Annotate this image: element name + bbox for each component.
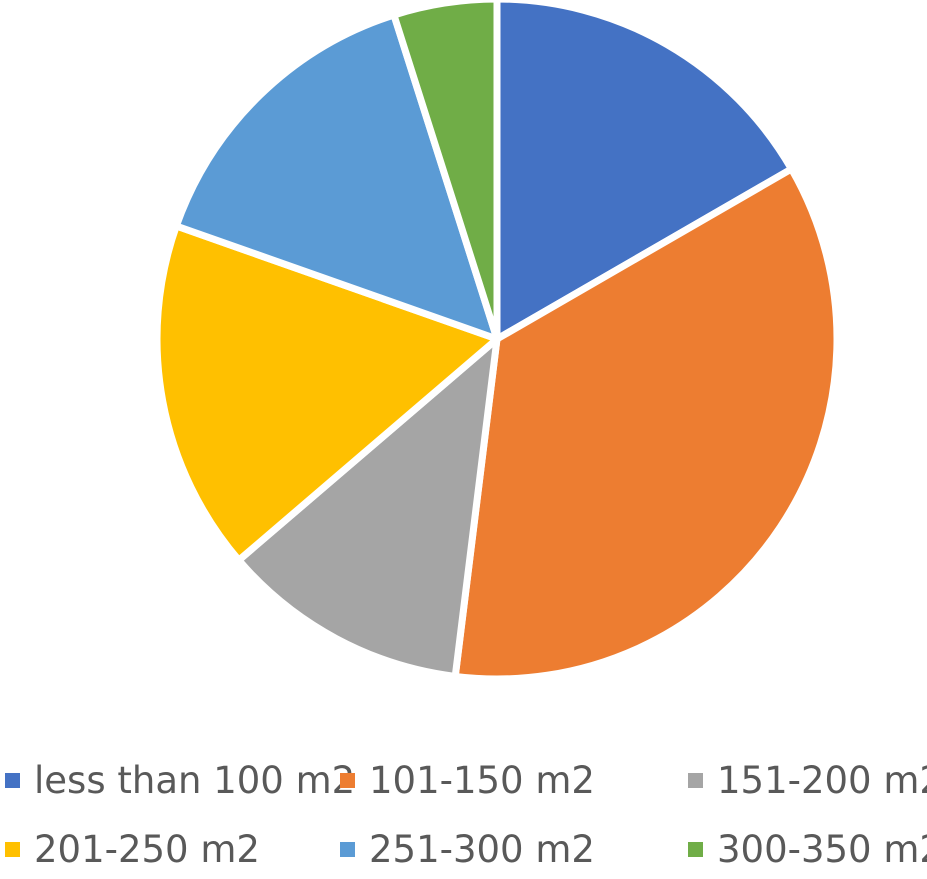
pie-slice-101-150-m2 [451,165,841,683]
legend-label-251-300: 251-300 m2 [369,827,595,871]
pie-slice-less-than-100-m2 [493,0,795,343]
legend-swatch-less-than-100 [5,772,20,788]
legend-item-less-than-100: less than 100 m2 [5,750,355,810]
legend-label-201-250: 201-250 m2 [34,827,260,871]
legend-item-251-300: 251-300 m2 [340,819,595,879]
legend-label-less-than-100: less than 100 m2 [34,758,356,802]
chart-legend: less than 100 m2 101-150 m2 151-200 m2 2… [0,740,927,872]
legend-swatch-251-300 [340,841,355,857]
legend-label-151-200: 151-200 m2 [717,758,927,802]
legend-label-101-150: 101-150 m2 [369,758,595,802]
pie-plot-area [153,0,841,683]
legend-swatch-300-350 [688,841,703,857]
legend-item-300-350: 300-350 m2 [688,819,927,879]
pie-slices [153,0,841,683]
legend-swatch-101-150 [340,772,355,788]
legend-item-151-200: 151-200 m2 [688,750,927,810]
legend-label-300-350: 300-350 m2 [717,827,927,871]
legend-item-101-150: 101-150 m2 [340,750,595,810]
legend-swatch-201-250 [5,841,20,857]
pie-slice-300-350-m2 [390,0,501,343]
legend-item-201-250: 201-250 m2 [5,819,260,879]
legend-swatch-151-200 [688,772,703,788]
pie-slice-151-200-m2 [235,335,501,680]
